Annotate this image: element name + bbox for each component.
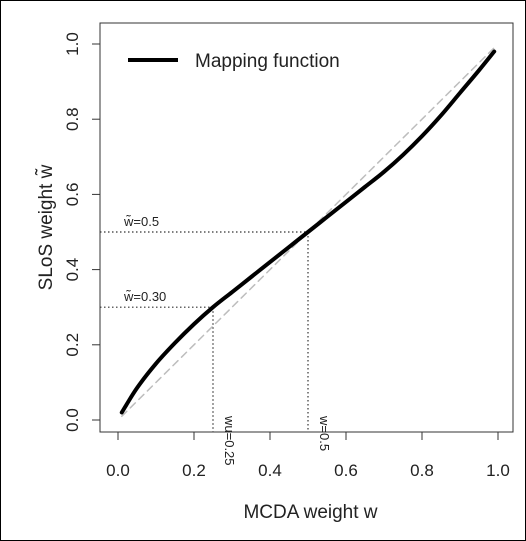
series-layer	[119, 47, 497, 417]
annotation-label: w̃=0.5	[123, 214, 159, 229]
annotations: w̃=0.5 w̃=0.30 wu=0.25 w=0.5	[100, 214, 332, 466]
y-tick-label: 0.2	[63, 333, 82, 357]
y-tick-label: 0.0	[63, 408, 82, 432]
legend: Mapping function	[128, 51, 340, 72]
y-axis: 0.0 0.2 0.4 0.6 0.8 1.0	[63, 32, 100, 432]
x-tick-label: 0.0	[106, 461, 130, 480]
x-axis: 0.0 0.2 0.4 0.6 0.8 1.0	[106, 432, 510, 480]
x-tick-label: 0.8	[410, 461, 434, 480]
series-line-mapping-function	[119, 49, 497, 415]
y-tick-label: 0.4	[63, 258, 82, 282]
y-tick-label: 0.6	[63, 183, 82, 207]
annotation-label: w̃=0.30	[123, 289, 166, 304]
annotation-label: wu=0.25	[222, 415, 237, 466]
y-axis-title: SLoS weight w̃	[35, 164, 57, 290]
x-tick-label: 0.4	[258, 461, 282, 480]
x-axis-title: MCDA weight w	[243, 502, 377, 523]
plot-area-border	[99, 22, 514, 433]
x-tick-label: 0.6	[334, 461, 358, 480]
y-tick-label: 1.0	[63, 32, 82, 56]
series-line-reference-diagonal	[121, 47, 495, 417]
legend-label-mapping-function: Mapping function	[195, 51, 340, 72]
x-tick-label: 1.0	[486, 461, 510, 480]
y-tick-label: 0.8	[63, 107, 82, 131]
annotation-label: w=0.5	[317, 415, 332, 451]
x-tick-label: 0.2	[182, 461, 206, 480]
